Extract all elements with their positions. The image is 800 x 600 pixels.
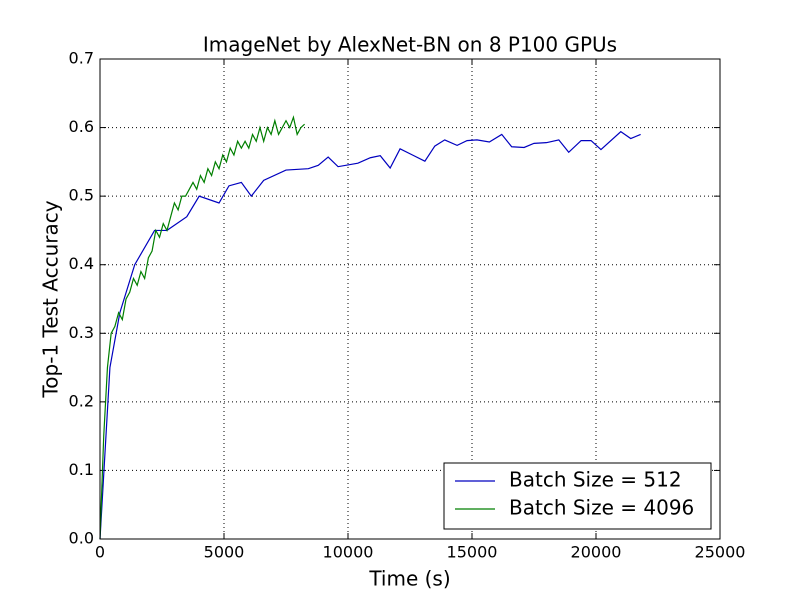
y-tick-label: 0.5 [69,186,94,205]
y-tick-label: 0.3 [69,323,94,342]
y-tick-label: 0.2 [69,391,94,410]
x-tick-label: 5000 [204,543,245,562]
y-tick-label: 0.1 [69,460,94,479]
y-tick-label: 0.7 [69,49,94,68]
x-tick-label: 10000 [323,543,374,562]
x-tick-label: 20000 [571,543,622,562]
legend-label: Batch Size = 4096 [509,496,694,520]
x-tick-label: 25000 [695,543,746,562]
legend-box [443,462,712,530]
series-line [99,130,641,540]
chart-title: ImageNet by AlexNet-BN on 8 P100 GPUs [203,33,617,57]
x-tick-label: 15000 [447,543,498,562]
x-axis-label: Time (s) [368,567,450,591]
y-axis-label: Top-1 Test Accuracy [39,200,63,398]
y-tick-label: 0.4 [69,254,94,273]
x-tick-label: 0 [95,543,105,562]
series-line [99,115,306,540]
plot-frame [99,58,721,540]
y-tick-label: 0.0 [69,529,94,548]
legend-label: Batch Size = 512 [509,468,682,492]
y-tick-label: 0.6 [69,117,94,136]
